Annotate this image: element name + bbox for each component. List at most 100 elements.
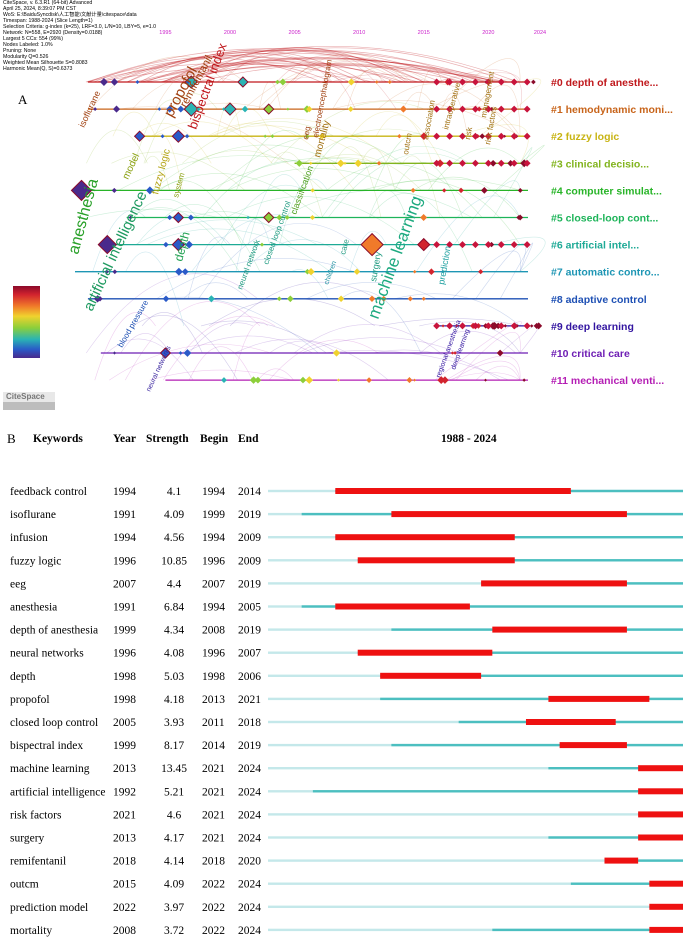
link-arc [229,281,377,327]
keyword-node [459,159,466,167]
table-row: surgery 2013 4.17 2021 2024 [10,833,683,845]
link-arc [226,196,415,245]
begin-cell: 2007 [202,578,225,590]
table-row: feedback control 1994 4.1 1994 2014 [10,486,683,498]
year-cell: 2018 [113,856,136,868]
table-row: infusion 1994 4.56 1994 2009 [10,532,683,544]
keyword-node [70,179,93,202]
begin-cell: 1998 [202,671,225,683]
node-label: care [338,238,351,256]
cluster-label: #10 critical care [551,348,630,360]
keyword-node [354,159,362,168]
keyword-node [187,214,194,221]
link-arc [291,65,356,110]
link-arc [360,148,396,191]
begin-cell: 1994 [202,602,225,614]
link-arc [183,282,249,300]
keyword-node [459,132,466,140]
keyword-cell: risk factors [10,809,62,821]
table-row: anesthesia 1991 6.84 1994 2005 [10,602,683,614]
burst-bar [335,488,571,494]
strength-cell: 4.4 [167,578,182,590]
link-arc [135,219,318,245]
link-arc [173,64,419,83]
link-arc [434,321,522,381]
timeline-active [380,697,683,701]
burst-bar [380,672,482,679]
year-cell: 2013 [113,763,136,775]
timeline-base [268,582,683,585]
node-label: fuzzy logic [150,148,173,196]
year-tick: 2005 [288,30,300,36]
strength-cell: 4.14 [164,856,184,868]
link-arc [420,330,516,354]
keyword-cell: depth of anesthesia [10,625,98,637]
end-cell: 2019 [238,509,261,521]
burst-bar [649,880,683,887]
link-arc [415,195,521,272]
link-arc [321,146,470,218]
keyword-node [535,322,543,330]
link-arc [86,209,219,218]
keyword-node [458,187,464,194]
keyword-node [496,349,504,357]
citespace-logo: CiteSpace [3,392,55,410]
strength-cell: 5.03 [164,671,184,683]
meta-line: Weighted Mean Silhouette S=0.8083 [3,60,88,66]
burst-bar [649,903,683,910]
end-cell: 2019 [238,625,261,637]
year-cell: 2013 [113,833,136,845]
burst-rows: feedback control 1994 4.1 1994 2014 isofluran… [10,486,683,937]
strength-cell: 4.6 [167,809,182,821]
strength-cell: 3.72 [164,925,184,937]
cluster-label: #0 depth of anesthe... [551,77,658,89]
strength-cell: 10.85 [161,555,187,567]
end-cell: 2024 [238,879,261,891]
keyword-node [433,78,441,86]
link-arc [165,63,333,83]
link-arc [142,57,485,83]
header-begin: Begin [200,433,229,445]
link-arc [135,122,212,164]
link-arc [349,230,387,272]
keyword-node [428,268,435,275]
end-cell: 2005 [238,602,261,614]
link-arc [101,52,471,83]
year-cell: 1998 [113,671,136,683]
citespace-metadata: CiteSpace, v. 6.3.R1 (64-bit) Advanced A… [3,0,156,72]
keyword-node [263,103,275,115]
link-arc [143,93,218,164]
link-arc [302,134,367,191]
link-arc [324,350,510,381]
link-arc [92,210,146,272]
link-arc [221,53,333,83]
timeline-base [268,836,683,839]
keyword-node [433,105,441,113]
link-arc [106,338,194,381]
keyword-node [489,322,497,330]
link-arc [182,121,335,164]
node-label: model [121,152,142,181]
end-cell: 2024 [238,809,261,821]
keyword-node [112,351,117,355]
strength-cell: 5.21 [164,786,184,798]
cluster-lanes [75,81,528,381]
keyword-cell: artificial intelligence [10,786,105,798]
keyword-node [135,80,140,84]
link-arc [190,46,407,83]
keyword-node [171,129,186,143]
link-arc [198,222,357,299]
meta-line: April 25, 2024, 8:39:07 PM CST [3,6,77,12]
link-arc [135,57,497,83]
header-strength: Strength [146,433,189,445]
link-arc [187,236,231,299]
timeline-active [380,674,683,677]
begin-cell: 2021 [202,763,225,775]
keyword-node [111,187,117,193]
link-arc [491,236,546,272]
link-arc [86,273,258,354]
burst-bar [357,649,493,656]
begin-cell: 2021 [202,786,225,798]
keyword-node [413,378,417,382]
cluster-labels: #0 depth of anesthe... #1 hemodynamic mon… [551,77,673,387]
